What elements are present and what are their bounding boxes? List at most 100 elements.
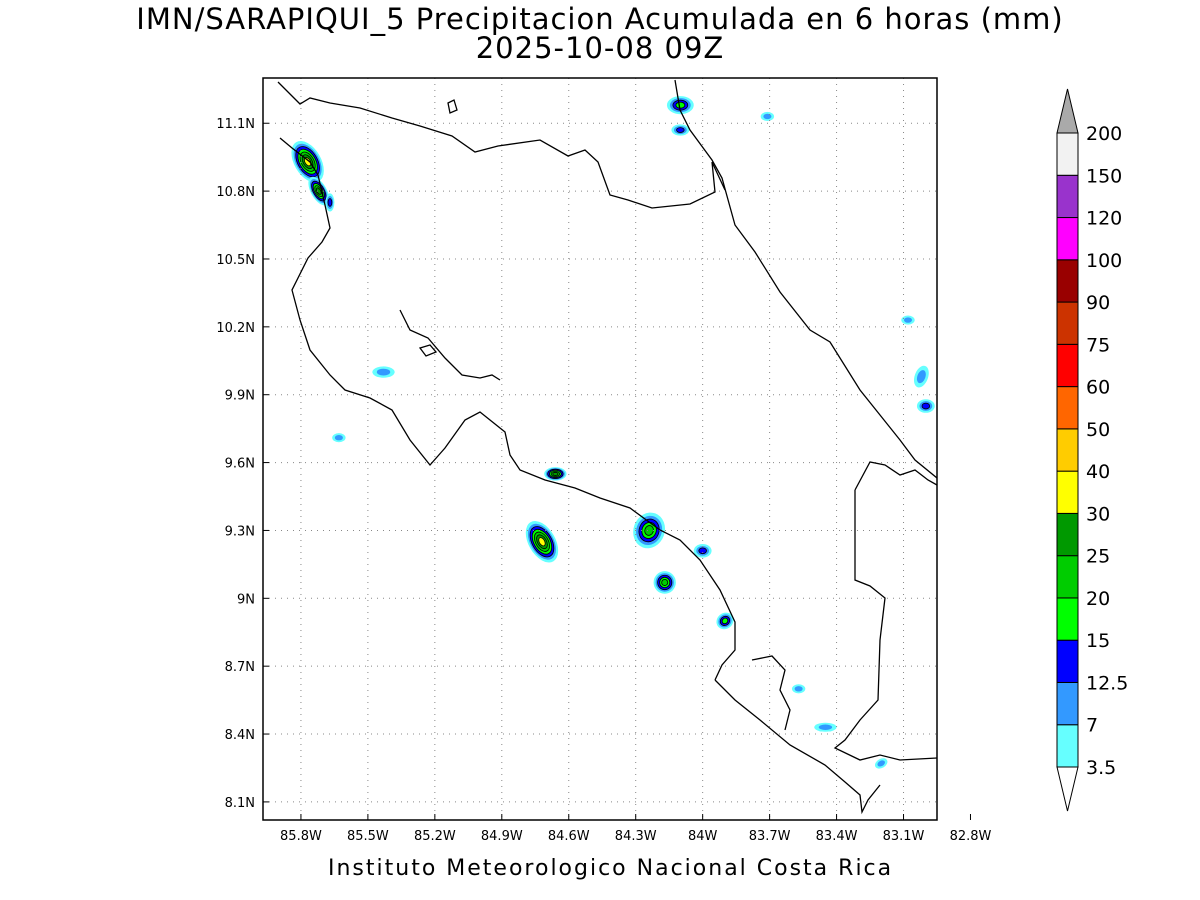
- colorbar-swatch: [1056, 217, 1079, 261]
- footer-credit: Instituto Meteorologico Nacional Costa R…: [328, 856, 894, 881]
- colorbar-swatch: [1056, 386, 1079, 430]
- precip-contour: [315, 187, 322, 195]
- colorbar-level-label: 75: [1086, 334, 1110, 356]
- precip-contour: [552, 471, 559, 476]
- coastline-nicoya-island: [418, 344, 438, 357]
- colorbar-swatch: [1056, 555, 1079, 599]
- lat-tick-label: 11.1N: [216, 117, 255, 132]
- chart-subtitle-datetime: 2025-10-08 09Z: [475, 31, 725, 65]
- colorbar-swatch: [1056, 174, 1079, 219]
- colorbar-swatch: [1056, 470, 1079, 514]
- colorbar-swatch: [1056, 597, 1079, 641]
- lon-tick-label: 84.6W: [548, 829, 590, 844]
- precip-cell: [544, 467, 567, 481]
- precip-contour: [721, 617, 729, 625]
- precip-contour: [763, 113, 772, 120]
- map-frame: [262, 77, 938, 821]
- lat-tick-label: 9N: [237, 592, 255, 607]
- lat-tick-label: 10.5N: [216, 253, 255, 268]
- lon-tick-label: 84W: [688, 829, 718, 844]
- precip-contour: [818, 724, 833, 730]
- precip-cell: [901, 315, 915, 325]
- colorbar-swatch: [1056, 343, 1079, 388]
- precip-cell: [525, 521, 559, 563]
- colorbar-level-label: 20: [1086, 588, 1110, 610]
- precip-cell: [693, 544, 712, 558]
- precip-cell: [291, 140, 324, 183]
- precip-cell: [633, 512, 666, 549]
- colorbar-swatch: [1056, 132, 1079, 176]
- lon-tick-label: 85.2W: [414, 829, 456, 844]
- colorbar-level-label: 3.5: [1086, 757, 1116, 779]
- precip-contour: [794, 686, 803, 692]
- precipitation-layer: [291, 96, 935, 769]
- precip-contour: [903, 317, 913, 323]
- lon-tick-label: 83.1W: [883, 829, 925, 844]
- precip-contour: [916, 370, 926, 384]
- colorbar-level-label: 40: [1086, 461, 1110, 483]
- precip-cell: [916, 399, 935, 413]
- colorbar-swatch: [1056, 428, 1079, 472]
- coastline-nicaragua-north: [277, 81, 726, 209]
- precip-cell: [716, 612, 734, 630]
- colorbar-level-label: 120: [1086, 208, 1122, 230]
- coastline-pacific: [279, 137, 736, 681]
- precip-cell: [325, 193, 335, 212]
- colorbar-level-label: 200: [1086, 123, 1122, 145]
- precip-cell: [760, 111, 775, 121]
- colorbar-level-label: 100: [1086, 250, 1122, 272]
- precip-cell: [372, 366, 395, 378]
- precip-contour: [698, 547, 707, 555]
- colorbar-under-triangle: [1056, 766, 1079, 812]
- colorbar-swatch: [1056, 639, 1079, 683]
- axis-ticks: 85.8W 85.5W 85.2W 84.9W 84.6W 84.3W 84W 83.7W 83…: [216, 117, 991, 844]
- coastline-islet: [447, 99, 458, 114]
- lon-tick-label: 85.8W: [280, 829, 322, 844]
- colorbar-swatch: [1056, 724, 1079, 768]
- lat-tick-label: 10.8N: [216, 185, 255, 200]
- chart-title: IMN/SARAPIQUI_5 Precipitacion Acumulada …: [136, 2, 1064, 36]
- grid-lines: [263, 78, 937, 820]
- precip-cell: [814, 722, 837, 732]
- lon-tick-label: 84.3W: [615, 829, 657, 844]
- colorbar-level-label: 150: [1086, 165, 1122, 187]
- colorbar-level-label: 15: [1086, 630, 1110, 652]
- colorbar-level-label: 7: [1086, 715, 1098, 737]
- precip-cell: [874, 758, 888, 769]
- precip-contour: [376, 368, 391, 376]
- precip-cell: [666, 96, 694, 115]
- lon-tick-label: 84.9W: [481, 829, 523, 844]
- colorbar-level-label: 25: [1086, 546, 1110, 568]
- coastline-caribbean: [674, 79, 937, 479]
- precip-cell: [791, 684, 806, 694]
- colorbar-swatch: [1056, 681, 1079, 726]
- colorbar-swatch: [1056, 259, 1079, 303]
- colorbar-level-label: 90: [1086, 292, 1110, 314]
- colorbar-level-label: 30: [1086, 503, 1110, 525]
- colorbar-swatch: [1056, 301, 1079, 345]
- lat-tick-label: 9.3N: [225, 524, 255, 539]
- precip-contour: [334, 434, 343, 441]
- border-panama: [833, 461, 937, 761]
- precip-contour: [327, 198, 333, 207]
- colorbar-over-triangle: [1056, 88, 1079, 134]
- colorbar: 3.5 7 12.5 15 20 25 30 40 50 60 75 90 100 120 150 200: [1056, 88, 1128, 812]
- lat-tick-label: 9.9N: [225, 389, 255, 404]
- lat-tick-label: 8.1N: [225, 796, 255, 811]
- lon-tick-label: 83.4W: [816, 829, 858, 844]
- precip-contour: [644, 525, 654, 536]
- precip-cell: [332, 433, 346, 443]
- lat-tick-label: 9.6N: [225, 457, 255, 472]
- precip-contour: [676, 127, 685, 133]
- colorbar-level-label: 60: [1086, 377, 1110, 399]
- precip-contour: [661, 578, 669, 586]
- coastline-osa-peninsula: [714, 679, 881, 815]
- precip-contour: [675, 101, 686, 109]
- precip-cell: [671, 124, 690, 136]
- coastline-nicoya-gulf: [399, 309, 501, 381]
- lon-tick-label: 82.8W: [950, 829, 992, 844]
- precip-contour: [921, 402, 931, 410]
- lat-tick-label: 8.7N: [225, 660, 255, 675]
- precip-cell: [913, 365, 929, 388]
